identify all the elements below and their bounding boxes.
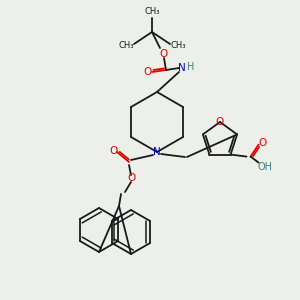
Text: CH₃: CH₃ <box>170 41 186 50</box>
Text: O: O <box>160 49 168 59</box>
Text: O: O <box>259 138 267 148</box>
Text: N: N <box>178 63 186 73</box>
Text: O: O <box>127 173 135 183</box>
Text: H: H <box>187 62 195 72</box>
Text: O: O <box>216 117 224 127</box>
Text: CH₃: CH₃ <box>118 41 134 50</box>
Text: O: O <box>143 67 151 77</box>
Text: O: O <box>109 146 117 156</box>
Text: OH: OH <box>257 162 272 172</box>
Text: N: N <box>153 147 161 157</box>
Text: CH₃: CH₃ <box>144 8 160 16</box>
